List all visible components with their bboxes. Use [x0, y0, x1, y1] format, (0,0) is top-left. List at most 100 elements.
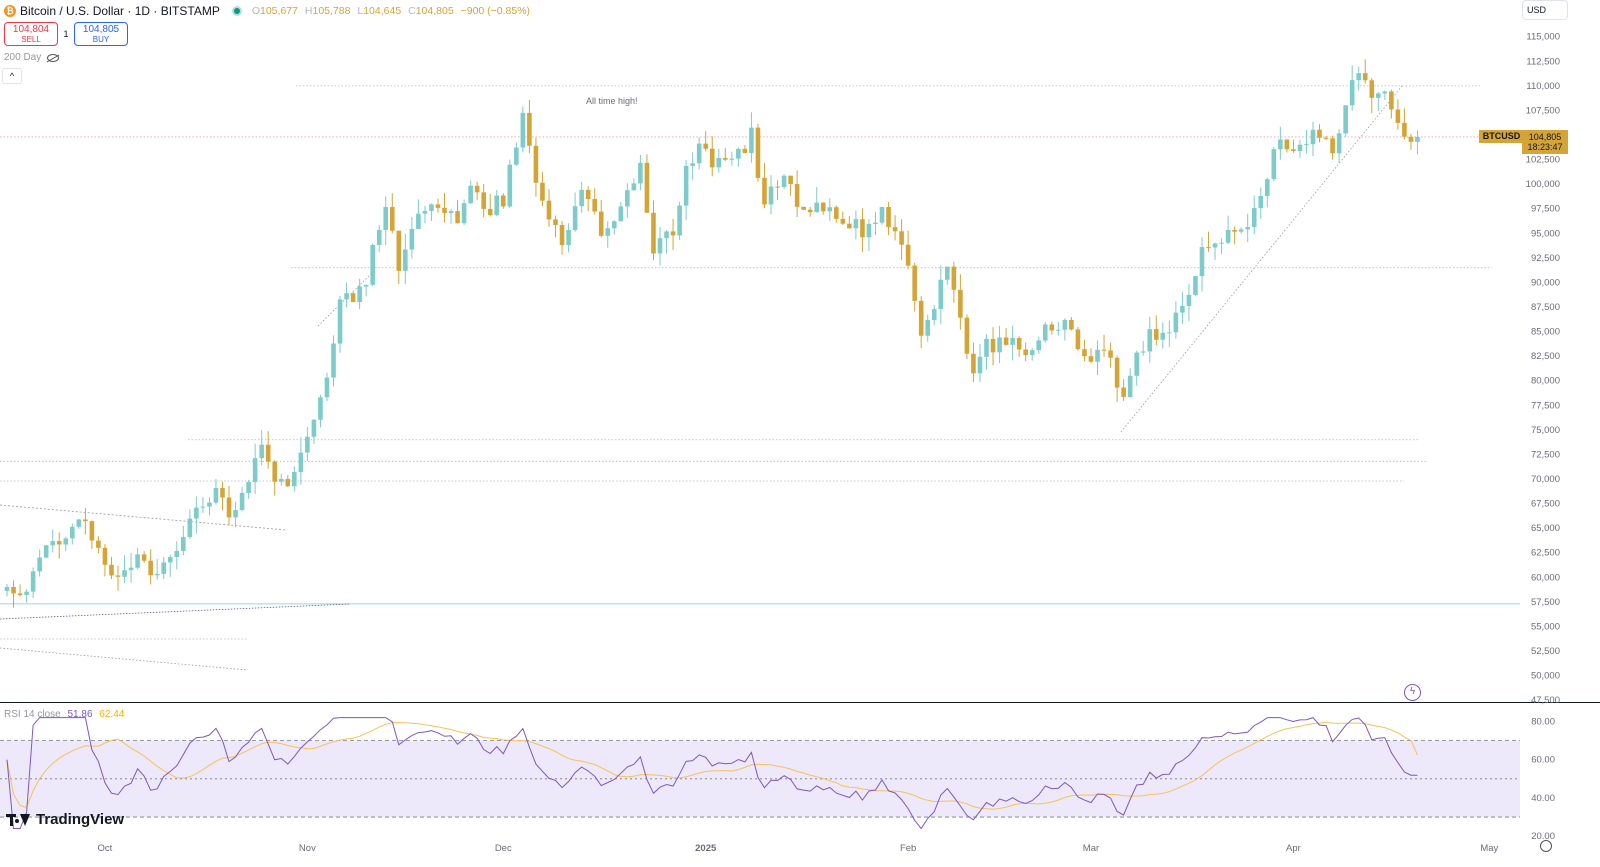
trade-panel: 104,804 SELL 1 104,805 BUY: [4, 22, 128, 46]
price-tick-label: 97,500: [1531, 204, 1560, 215]
candle-body: [409, 228, 415, 250]
price-tick-label: 70,000: [1531, 474, 1560, 485]
candle-body: [964, 317, 970, 354]
lightning-icon[interactable]: ϟ: [1404, 684, 1421, 701]
candle-body: [416, 213, 421, 229]
candle-body: [683, 165, 689, 206]
candle-body: [781, 175, 787, 187]
candle-body: [1173, 312, 1179, 333]
eye-hidden-icon[interactable]: [47, 53, 60, 62]
rsi-legend: RSI 14 close 51.86 62.44: [4, 709, 124, 720]
price-tick-label: 75,000: [1531, 425, 1560, 436]
candle-body: [500, 195, 506, 207]
rsi-tick-label: 20.00: [1531, 831, 1555, 842]
candle-body: [592, 199, 597, 212]
candle-body: [853, 219, 859, 229]
candle-body: [448, 211, 454, 214]
candle-body: [990, 338, 996, 353]
candle-body: [540, 182, 545, 201]
time-axis-label: Mar: [1083, 843, 1099, 854]
settings-gear-icon[interactable]: [1540, 840, 1552, 852]
candle-body: [873, 222, 878, 225]
candle-body: [442, 207, 447, 214]
time-axis-label: Apr: [1286, 843, 1301, 854]
candle-body: [1317, 129, 1322, 138]
candle-body: [376, 229, 382, 245]
candle-body: [1186, 294, 1192, 306]
candle-body: [899, 231, 904, 245]
candle-body: [1395, 109, 1401, 123]
candle-body: [233, 509, 238, 518]
collapse-legend-button[interactable]: ^: [2, 68, 22, 84]
price-tick-label: 87,500: [1531, 302, 1560, 313]
candle-body: [1304, 144, 1309, 146]
candle-body: [1121, 387, 1126, 397]
currency-selector[interactable]: USD: [1522, 0, 1568, 20]
candle-body: [1238, 229, 1244, 232]
candle-body: [403, 249, 408, 271]
candle-body: [742, 148, 748, 154]
buy-button[interactable]: 104,805 BUY: [74, 22, 128, 46]
candle-body: [265, 444, 271, 462]
candle-body: [762, 177, 767, 205]
price-tick-label: 65,000: [1531, 523, 1560, 534]
price-tick-label: 95,000: [1531, 228, 1560, 239]
candle-body: [1245, 226, 1250, 230]
candle-body: [1271, 149, 1277, 180]
candle-body: [1016, 338, 1022, 350]
candle-body: [187, 518, 193, 537]
price-tick-label: 100,000: [1526, 179, 1560, 190]
candle-body: [1225, 229, 1231, 243]
candle-body: [1376, 93, 1381, 98]
price-tick-label: 107,500: [1526, 105, 1560, 116]
candle-body: [807, 209, 813, 213]
candle-body: [1095, 349, 1100, 362]
candle-body: [494, 195, 500, 216]
tradingview-logo[interactable]: TradingView: [6, 811, 124, 828]
candle-body: [644, 162, 650, 213]
candle-body: [11, 586, 16, 594]
price-tick-label: 92,500: [1531, 253, 1560, 264]
candle-body: [1069, 319, 1074, 330]
rsi-line: [6, 717, 1418, 830]
candle-body: [4, 586, 10, 591]
candle-body: [96, 540, 101, 548]
last-price-label: 104,805 18:23:47: [1522, 130, 1568, 154]
candle-body: [546, 200, 552, 220]
candle-body: [827, 207, 833, 212]
candle-body: [971, 353, 976, 374]
candle-body: [1310, 129, 1316, 145]
candle-body: [1153, 329, 1159, 340]
rsi-label[interactable]: RSI 14 close: [4, 709, 61, 720]
price-tick-label: 55,000: [1531, 621, 1560, 632]
candle-body: [435, 204, 441, 208]
candle-body: [533, 145, 539, 183]
candle-body: [422, 210, 428, 214]
candle-body: [879, 207, 885, 223]
candle-body: [925, 320, 931, 336]
price-tick-label: 67,500: [1531, 499, 1560, 510]
price-tick-label: 62,500: [1531, 548, 1560, 559]
candle-body: [677, 205, 682, 236]
candle-body: [363, 284, 369, 287]
candle-body: [1199, 247, 1205, 277]
candle-body: [1075, 329, 1081, 350]
candle-body: [76, 519, 82, 527]
candle-body: [931, 309, 937, 321]
symbol-title[interactable]: Bitcoin / U.S. Dollar · 1D · BITSTAMP: [20, 4, 220, 18]
sell-button[interactable]: 104,804 SELL: [4, 22, 58, 46]
candle-body: [912, 265, 917, 301]
candle-body: [468, 185, 473, 204]
candle-body: [938, 279, 944, 310]
candle-body: [1343, 105, 1348, 134]
candle-body: [220, 487, 225, 498]
price-tick-label: 72,500: [1531, 449, 1560, 460]
candle-body: [729, 158, 735, 160]
candle-body: [1167, 332, 1172, 334]
price-tick-label: 102,500: [1526, 155, 1560, 166]
ma-label[interactable]: 200 Day: [4, 52, 42, 63]
candle-body: [318, 397, 323, 420]
time-axis-label: 2025: [695, 843, 717, 854]
rsi-ma-value: 62.44: [99, 709, 125, 720]
